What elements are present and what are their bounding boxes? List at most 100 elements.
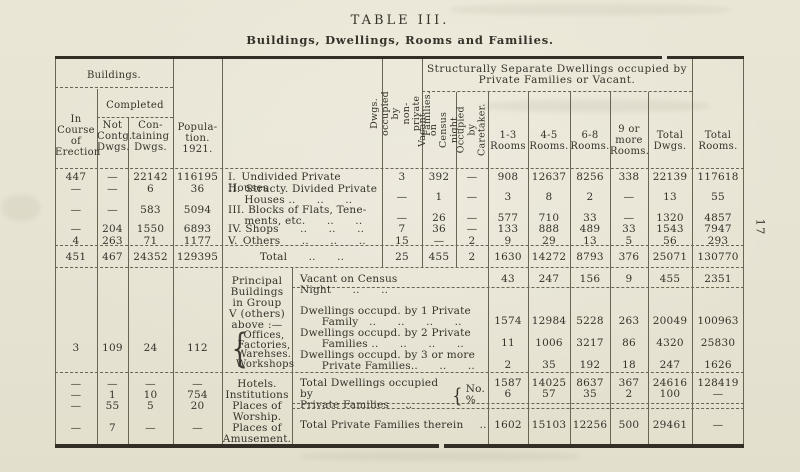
cell: — (70, 400, 82, 412)
cell: 25 (395, 251, 409, 263)
cell: 455 (428, 251, 450, 263)
cell: 29461 (652, 419, 688, 431)
cell: 9 (504, 235, 512, 247)
cell-description: III. Blocks of Flats, Tene- ments, etc. … (228, 204, 367, 227)
col-group-completed: Completed (106, 100, 164, 111)
cell: 1543 (656, 223, 684, 235)
table-rule (222, 59, 223, 444)
cell: 577 (497, 212, 519, 224)
cell: 36 (432, 223, 446, 235)
cell: — (466, 191, 478, 203)
cell: 8637 35 (576, 377, 604, 400)
col-header-total-dwgs: Total Dwgs. (653, 130, 687, 152)
cell: 156 (579, 273, 601, 285)
cell: 908 (497, 171, 519, 183)
cell: — (145, 422, 156, 434)
table-rule (97, 89, 98, 444)
cell: 15 (395, 235, 409, 247)
cell: — (70, 422, 82, 434)
row-places-of-amusement: — 7 — — Places of Amusement. (55, 423, 292, 445)
cell: 29 (542, 235, 556, 247)
table-rule (444, 444, 744, 448)
cell: — (70, 223, 82, 235)
cell: — (192, 378, 203, 390)
col-header-vacant-census-night: Vacant on Census night (417, 111, 460, 148)
table-rule (55, 245, 744, 246)
table-rule (292, 287, 744, 288)
cell: 2 (586, 191, 594, 203)
table-rule (610, 92, 611, 444)
cell: 22142 (133, 171, 168, 183)
cell: 5 (625, 235, 633, 247)
cell: 247 (538, 273, 560, 285)
cell: 1602 (494, 419, 522, 431)
cell: 13 (663, 191, 677, 203)
brace-glyph: { (452, 382, 463, 407)
brace-glyph: { (231, 326, 248, 372)
cell: 25071 (652, 251, 688, 263)
cell-description: Hotels. (237, 378, 277, 390)
table-rule (55, 56, 662, 59)
cell-description: Institutions (225, 389, 289, 401)
row-total-dwellings-occupied: Total Dwellings occupied by Private Fami… (292, 378, 744, 411)
cell: 6 (147, 183, 154, 195)
cell: 6893 (183, 223, 212, 235)
cell: 43 (501, 273, 515, 285)
cell: 11 (501, 337, 515, 349)
cell: 5228 (576, 315, 604, 327)
cell: 20049 (652, 315, 688, 327)
table-rule (55, 444, 439, 448)
cell: 888 (538, 223, 560, 235)
cell: 56 (663, 235, 677, 247)
cell: 20 (190, 400, 205, 412)
bleed-through-artifact (2, 195, 40, 221)
table-rule (55, 267, 744, 268)
cell: 392 (428, 171, 450, 183)
col-header-containing-dwgs: Con- taining Dwgs. (131, 120, 170, 153)
cell: 14025 57 (531, 377, 567, 400)
cell: 710 (538, 212, 560, 224)
cell: — (623, 212, 635, 224)
cell: 5094 (183, 204, 212, 216)
row-vacant-on-census-night: Vacant on Census Night .. .. 43 247 156 … (292, 274, 744, 295)
row-hotels: — — — — Hotels. (55, 379, 292, 390)
cell: 86 (622, 337, 636, 349)
cell: 13 (583, 235, 597, 247)
cell-description: Total .. .. (259, 251, 345, 263)
cell-description: I. Undivided Private Houses (228, 171, 341, 194)
total-occupied-label: Total Dwellings occupied by Private Fami… (300, 377, 439, 411)
cell: 2 (468, 251, 476, 263)
cell: — (107, 378, 118, 390)
cell: 10 (143, 389, 158, 401)
row-total-private-families-therein: Total Private Families therein .. 1602 1… (292, 420, 744, 431)
table-rule (292, 403, 744, 404)
cell: 455 (659, 273, 681, 285)
row-institutions: — 1 10 754 Institutions (55, 390, 292, 401)
cell: — (192, 422, 203, 434)
cell: — (70, 378, 82, 390)
cell: 112 (187, 342, 208, 354)
cell: — (433, 235, 445, 247)
cell: 467 (102, 251, 123, 263)
cell: 7 (109, 422, 116, 434)
row-dwellings-occupied-by-3-or-more: Dwellings occupd. by 3 or more Private F… (292, 350, 744, 371)
row-shops: — 204 1550 6893 IV. Shops .. .. .. 7 36 … (55, 224, 744, 235)
cell: 8 (545, 191, 553, 203)
cell: 129395 (176, 251, 219, 263)
cell: — (466, 223, 478, 235)
cell: — (70, 204, 82, 216)
col-group-structurally-separate: Structurally Separate Dwellings occupied… (426, 63, 688, 86)
cell-description: Dwellings occupd. by 2 Private Families … (300, 327, 471, 350)
table-rule (55, 372, 744, 373)
cell: 1006 (535, 337, 563, 349)
cell: — (623, 191, 635, 203)
cell: 3 (398, 171, 406, 183)
cell: 15103 (531, 419, 567, 431)
cell: 338 (618, 171, 640, 183)
cell: 3217 (576, 337, 604, 349)
bleed-through-artifact (480, 100, 710, 112)
col-header-dwgs-nonprivate: Dwgs. occupied by non-private Families. (369, 90, 434, 136)
cell: — (145, 378, 156, 390)
cell: — (107, 171, 118, 183)
cell: 247 (659, 359, 681, 371)
